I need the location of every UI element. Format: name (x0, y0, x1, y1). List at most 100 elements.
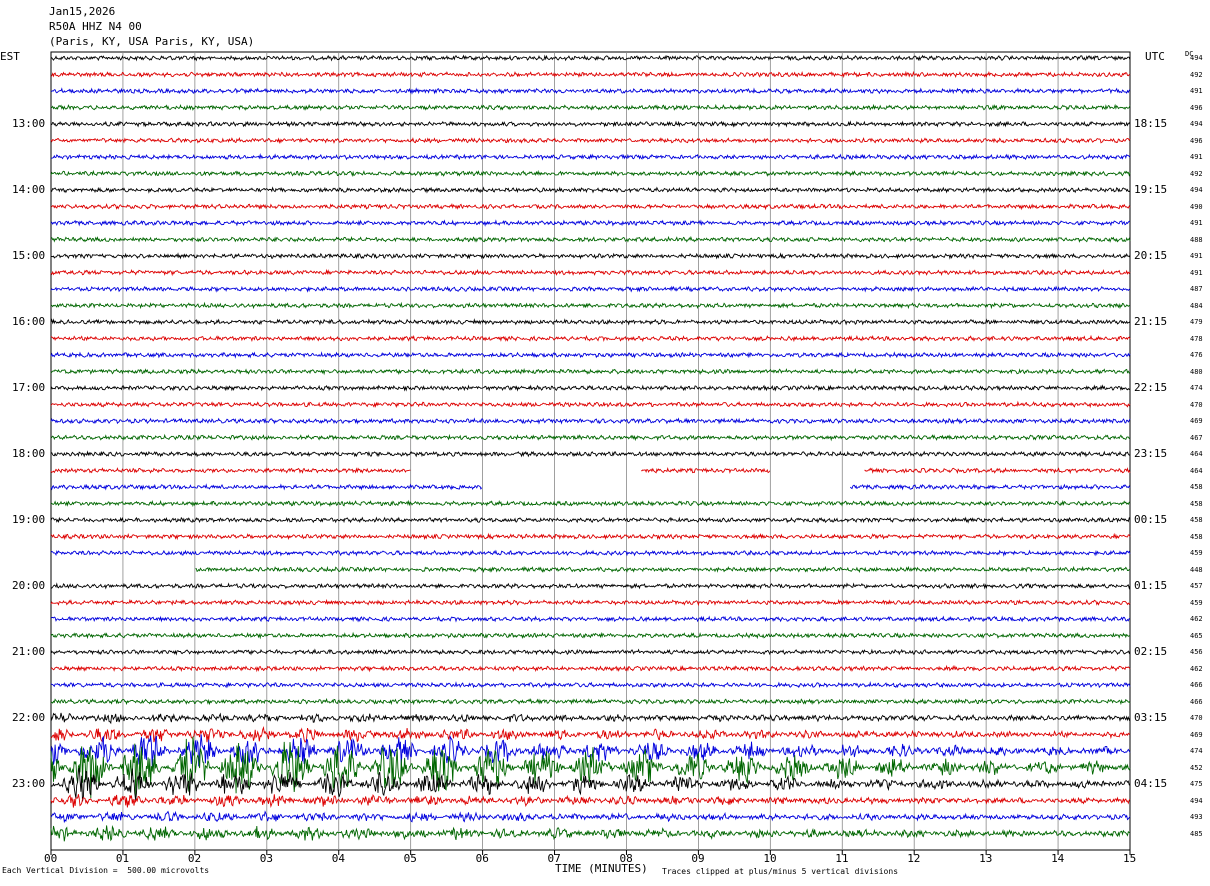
right-hour-label: 19:15 (1134, 183, 1168, 196)
trace-line (50, 664, 1131, 673)
x-tick-label: 13 (979, 852, 993, 865)
trace-line (195, 565, 1131, 573)
dc-offset-label: 458 (1190, 499, 1203, 508)
dc-offset-label: 488 (1190, 235, 1203, 244)
trace-line (50, 301, 1130, 310)
dc-offset-label: 491 (1190, 268, 1203, 277)
x-tick-label: 01 (115, 852, 130, 865)
dc-offset-label: 464 (1190, 466, 1203, 475)
right-hour-label: 02:15 (1134, 645, 1168, 658)
trace-line (50, 499, 1131, 508)
trace-line (50, 648, 1131, 656)
x-tick-label: 05 (403, 852, 417, 865)
dc-offset-label: 469 (1190, 730, 1203, 739)
location-label: (Paris, KY, USA Paris, KY, USA) (49, 35, 255, 48)
trace-line (50, 466, 1131, 475)
trace-line (50, 202, 1131, 211)
dc-offset-label: 491 (1190, 219, 1203, 227)
dc-offset-label: 491 (1190, 153, 1203, 161)
right-hour-label: 01:15 (1134, 579, 1168, 592)
trace-line (50, 351, 1131, 359)
x-tick-label: 04 (331, 852, 345, 865)
dc-offset-label: 465 (1190, 631, 1203, 640)
dc-offset-label: 459 (1190, 549, 1203, 557)
trace-line (50, 169, 1131, 178)
trace-line (50, 697, 1131, 706)
trace-line (50, 450, 1131, 458)
trace-line (50, 235, 1131, 243)
dc-offset-label: 457 (1190, 582, 1203, 590)
dc-offset-label: 491 (1190, 252, 1203, 260)
right-hour-label: 04:15 (1134, 777, 1168, 790)
x-tick-label: 09 (691, 852, 705, 865)
trace-line (50, 516, 1131, 524)
left-hour-label: 15:00 (12, 249, 46, 262)
trace-line (50, 681, 1131, 689)
dc-offset-label: 462 (1190, 664, 1203, 673)
right-timezone-label: UTC (1145, 50, 1165, 63)
trace-line (50, 712, 1131, 725)
trace-line (50, 810, 1131, 824)
x-tick-label: 12 (907, 852, 921, 865)
trace-line (50, 268, 1131, 277)
dc-offset-label: 474 (1190, 384, 1203, 392)
dc-offset-label: 469 (1190, 417, 1203, 425)
right-hour-label: 00:15 (1134, 513, 1168, 526)
x-tick-label: 14 (1051, 852, 1065, 865)
right-hour-label: 22:15 (1134, 381, 1168, 394)
left-hour-label: 19:00 (12, 513, 46, 526)
trace-line (50, 384, 1131, 392)
dc-offset-label: 479 (1190, 318, 1203, 326)
trace-line (50, 70, 1131, 79)
dc-offset-label: 467 (1190, 433, 1203, 442)
dc-offset-label: 475 (1190, 780, 1203, 788)
dc-offset-label: 456 (1190, 648, 1203, 656)
x-tick-label: 06 (475, 852, 489, 865)
trace-line (50, 367, 1131, 376)
dc-offset-label: 492 (1190, 169, 1203, 178)
trace-line (50, 736, 1131, 799)
dc-offset-label: 487 (1190, 285, 1203, 293)
dc-offset-label: 464 (1190, 450, 1203, 458)
dc-offset-label: 480 (1190, 367, 1203, 376)
dc-offset-label: 494 (1190, 120, 1203, 128)
trace-line (50, 153, 1131, 161)
left-hour-label: 14:00 (12, 183, 46, 196)
dc-offset-label: 466 (1190, 697, 1203, 706)
trace-line (50, 54, 1131, 62)
left-hour-label: 21:00 (12, 645, 46, 658)
left-hour-label: 23:00 (12, 777, 46, 790)
dc-offset-label: 490 (1190, 202, 1203, 211)
chart-header: Jan15,2026 R50A HHZ N4 00 (Paris, KY, US… (49, 4, 254, 49)
trace-line (50, 400, 1131, 409)
dc-offset-label: 478 (1190, 334, 1203, 343)
trace-line (50, 767, 1131, 802)
dc-offset-label: 496 (1190, 103, 1203, 112)
dc-offset-label: 470 (1190, 714, 1203, 722)
trace-line (50, 631, 1131, 640)
dc-offset-label: 493 (1190, 813, 1203, 821)
left-timezone-label: EST (0, 50, 20, 63)
trace-line (50, 186, 1131, 194)
right-hour-label: 18:15 (1134, 117, 1168, 130)
left-hour-label: 16:00 (12, 315, 46, 328)
dc-offset-label: 491 (1190, 87, 1203, 95)
dc-offset-label: 470 (1190, 400, 1203, 409)
trace-line (50, 103, 1131, 112)
dc-offset-label: 485 (1190, 829, 1203, 838)
x-tick-label: 11 (835, 852, 849, 865)
right-hour-label: 03:15 (1134, 711, 1168, 724)
x-tick-label: 02 (187, 852, 202, 865)
clip-note: Traces clipped at plus/minus 5 vertical … (662, 867, 899, 876)
dc-offset-label: 448 (1190, 565, 1203, 574)
trace-line (50, 120, 1131, 128)
dc-offset-label: 492 (1190, 70, 1203, 79)
trace-line (50, 318, 1131, 326)
trace-line (50, 334, 1131, 343)
x-tick-label: 08 (619, 852, 633, 865)
trace-line (50, 794, 1131, 809)
trace-line (50, 615, 1131, 623)
dc-offset-label: 494 (1190, 54, 1203, 62)
left-hour-label: 22:00 (12, 711, 46, 724)
